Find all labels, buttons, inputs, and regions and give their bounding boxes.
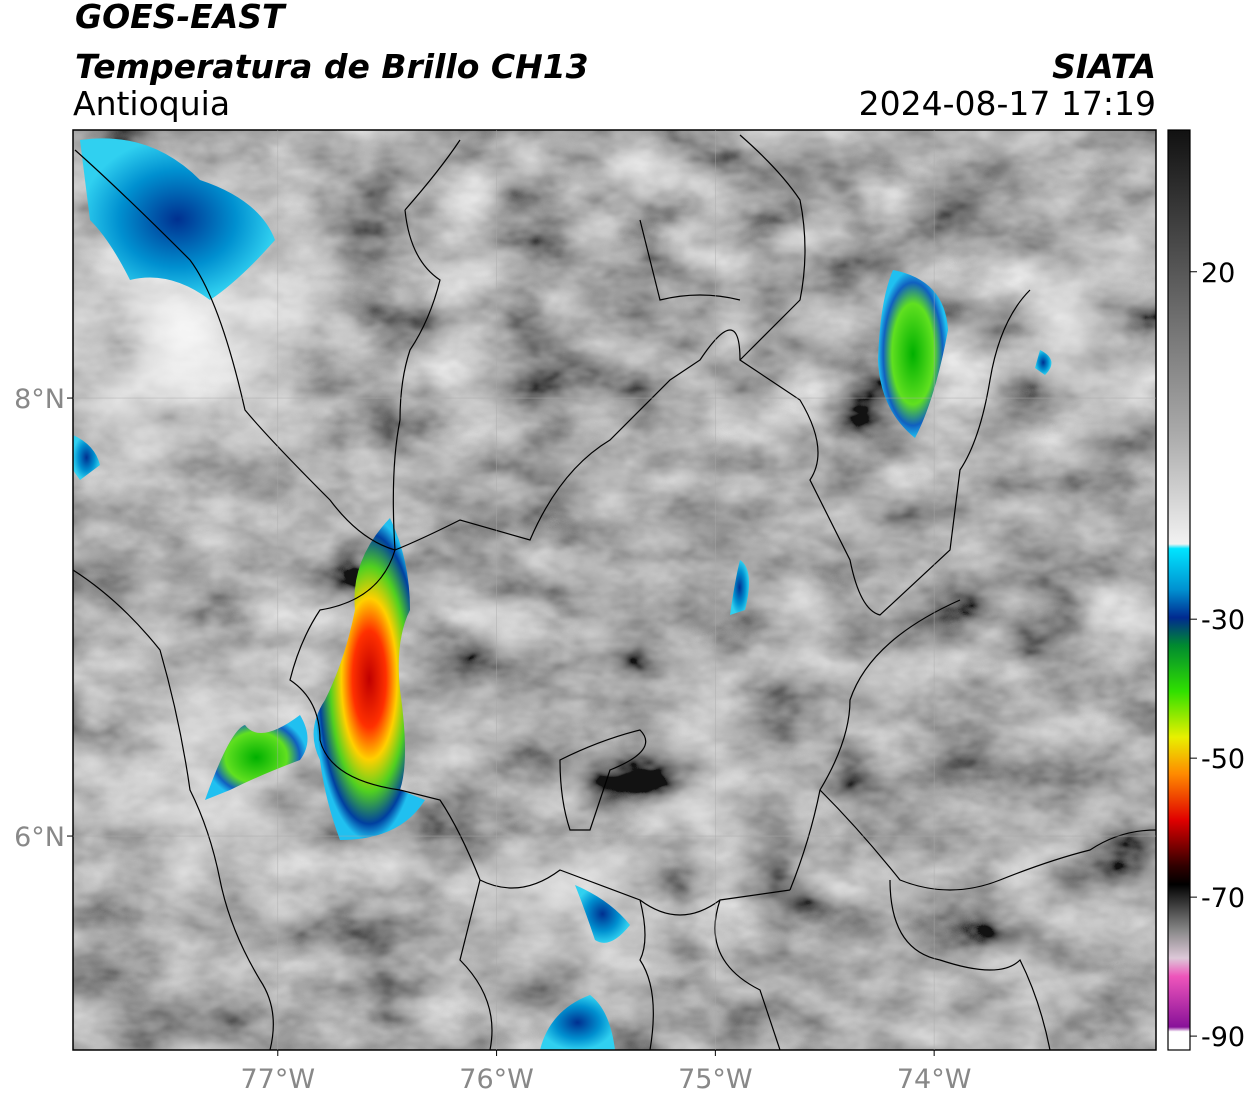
colorbar-tick-label: -30: [1201, 605, 1245, 636]
colorbar-tick-label: -90: [1201, 1022, 1245, 1053]
map-image: [73, 130, 1156, 1050]
lon-tick-label: 77°W: [241, 1064, 316, 1095]
colorbar-tick-label: -50: [1201, 744, 1245, 775]
lon-tick-label: 74°W: [897, 1064, 972, 1095]
lat-tick-label: 8°N: [14, 384, 65, 415]
lat-tick-label: 6°N: [14, 822, 65, 853]
colorbar: [1167, 129, 1191, 1051]
lon-tick-label: 76°W: [459, 1064, 534, 1095]
region: Antioquia: [73, 84, 230, 123]
colorbar-tick-label: -70: [1201, 883, 1245, 914]
colorbar-tick-label: 20: [1201, 258, 1235, 289]
lon-tick-label: 75°W: [678, 1064, 753, 1095]
map-frame: [72, 129, 1157, 1051]
datetime: 2024-08-17 17:19: [859, 84, 1156, 123]
subtitle: Temperatura de Brillo CH13: [75, 47, 589, 86]
title: GOES-EAST: [75, 0, 287, 36]
source: SIATA: [1052, 47, 1156, 86]
